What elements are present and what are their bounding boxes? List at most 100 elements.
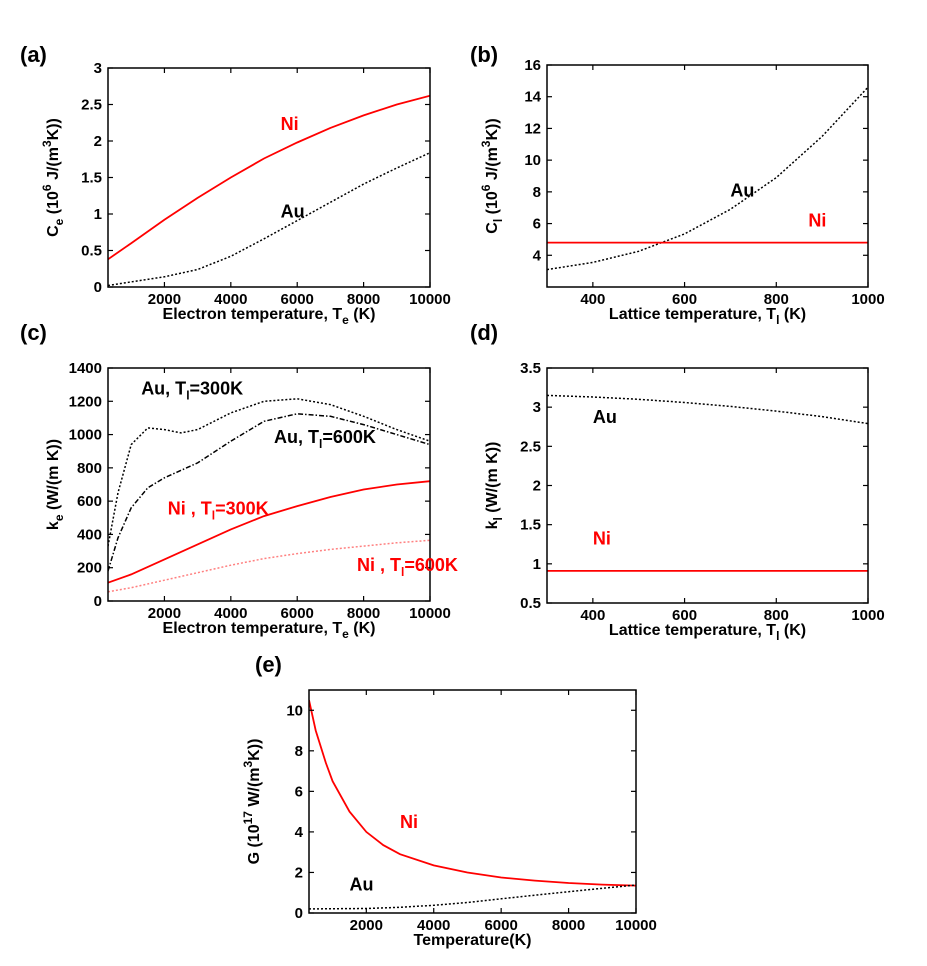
y-tick-label: 3	[94, 60, 102, 77]
y-tick-label: 1400	[69, 360, 102, 377]
y-tick-label: 3.5	[520, 360, 541, 377]
panel-label-a: (a)	[20, 42, 47, 67]
y-axis-label: G (1017 W/(m3K))	[241, 739, 263, 865]
y-axis-label: Ce (106 J/(m3K))	[40, 118, 66, 237]
x-tick-label: 10000	[615, 917, 657, 934]
y-tick-label: 4	[533, 247, 542, 264]
y-tick-label: 0	[94, 593, 102, 610]
y-tick-label: 1200	[69, 393, 102, 410]
x-tick-label: 4000	[214, 605, 247, 622]
x-tick-label: 8000	[347, 605, 380, 622]
y-tick-label: 1.5	[81, 170, 102, 187]
series-annotation: Au, Tl=300K	[141, 379, 243, 403]
y-tick-label: 0	[94, 279, 102, 296]
panel-label-b: (b)	[470, 42, 498, 67]
series-annotation: Au	[349, 875, 373, 895]
series-annotation: Au	[593, 407, 617, 427]
x-tick-label: 4000	[214, 291, 247, 308]
x-tick-label: 6000	[281, 605, 314, 622]
x-axis-label: Lattice temperature, Tl (K)	[609, 622, 806, 643]
panel-label-e: (e)	[255, 652, 282, 677]
x-tick-label: 400	[580, 291, 605, 308]
y-tick-label: 400	[77, 526, 102, 543]
y-tick-label: 2	[533, 478, 541, 495]
y-tick-label: 4	[295, 824, 304, 841]
x-axis-label: Electron temperature, Te (K)	[163, 306, 376, 327]
chart-panel-d: (d) 400 600 800 1000 0.5 1 1.5 2 2.5 3 3.5 Lattice t…	[470, 320, 885, 643]
y-tick-label: 1000	[69, 427, 102, 444]
x-tick-label: 6000	[484, 917, 517, 934]
x-tick-label: 800	[764, 291, 789, 308]
y-tick-label: 3	[533, 399, 541, 416]
series-line-c-au-tl-300k	[108, 398, 430, 547]
x-axis-label: Lattice temperature, Tl (K)	[609, 306, 806, 327]
plot-frame-b	[546, 64, 869, 288]
plot-frame-c	[107, 367, 431, 602]
x-tick-label: 8000	[552, 917, 585, 934]
series-annotation: Ni	[593, 528, 611, 548]
series-line-e-au	[309, 884, 636, 910]
series-line-c-au-tl-600k	[108, 413, 430, 572]
x-tick-label: 400	[580, 607, 605, 624]
y-tick-label: 600	[77, 493, 102, 510]
y-tick-label: 1	[94, 206, 102, 223]
y-tick-label: 2.5	[81, 97, 102, 114]
x-tick-label: 800	[764, 607, 789, 624]
series-annotation: Ni , Tl=300K	[168, 498, 269, 522]
series-annotation: Ni , Tl=600K	[357, 555, 458, 579]
y-axis-label: kl (W/(m K))	[484, 442, 505, 530]
series-line-d-au	[547, 394, 868, 425]
chart-panel-a: (a) 2000 4000 6000 8000 10000 0 0.5 1 1.5 2 2.5 3 Ele…	[20, 42, 451, 327]
series-line-e-ni	[309, 699, 636, 887]
y-tick-label: 12	[524, 120, 541, 137]
series-annotation: Ni	[808, 211, 826, 231]
y-tick-label: 2	[295, 864, 303, 881]
plot-frame-d	[546, 367, 869, 604]
x-axis-label: Temperature(K)	[414, 932, 532, 949]
y-tick-label: 0.5	[520, 595, 541, 612]
y-tick-label: 0.5	[81, 243, 102, 260]
series-annotation: Ni	[400, 812, 418, 832]
plot-frame-e	[308, 689, 637, 914]
x-axis-label: Electron temperature, Te (K)	[163, 620, 376, 641]
y-tick-label: 6	[533, 216, 541, 233]
y-tick-label: 2.5	[520, 438, 541, 455]
x-tick-label: 6000	[281, 291, 314, 308]
panel-label-c: (c)	[20, 320, 47, 345]
series-annotation: Au	[730, 181, 754, 201]
x-tick-label: 4000	[417, 917, 450, 934]
series-line-c-ni-tl-300k	[108, 480, 430, 584]
y-tick-label: 14	[524, 89, 541, 106]
panel-label-d: (d)	[470, 320, 498, 345]
x-tick-label: 1000	[851, 291, 884, 308]
x-tick-label: 600	[672, 291, 697, 308]
y-axis-label: ke (W/(m K))	[45, 439, 66, 530]
y-tick-label: 800	[77, 460, 102, 477]
y-tick-label: 6	[295, 783, 303, 800]
y-tick-label: 16	[524, 57, 541, 74]
x-tick-label: 10000	[409, 605, 451, 622]
x-tick-label: 2000	[148, 291, 181, 308]
series-annotation: Au, Tl=600K	[274, 427, 376, 451]
series-annotation: Au	[281, 202, 305, 222]
plot-frame-a	[107, 67, 431, 288]
y-tick-label: 1.5	[520, 517, 541, 534]
y-tick-label: 0	[295, 905, 303, 922]
series-line-a-au	[108, 152, 430, 287]
y-tick-label: 8	[295, 743, 303, 760]
chart-panel-c: (c) 2000 4000 6000 8000 10000 0 200 400 600 800 100…	[20, 320, 458, 641]
x-tick-label: 10000	[409, 291, 451, 308]
y-tick-label: 200	[77, 560, 102, 577]
x-tick-label: 2000	[148, 605, 181, 622]
x-tick-label: 2000	[350, 917, 383, 934]
series-annotation: Ni	[281, 114, 299, 134]
x-tick-label: 600	[672, 607, 697, 624]
x-tick-label: 8000	[347, 291, 380, 308]
series-line-b-au	[547, 86, 868, 271]
series-line-a-ni	[108, 94, 430, 261]
chart-panel-b: (b) 400 600 800 1000 4 6 8 10 12 14 16 Lattice tempe…	[470, 42, 885, 327]
x-tick-label: 1000	[851, 607, 884, 624]
chart-panel-e: (e) 2000 4000 6000 8000 10000 0 2 4 6 8 10 Temperatu…	[241, 652, 657, 949]
y-tick-label: 8	[533, 184, 541, 201]
